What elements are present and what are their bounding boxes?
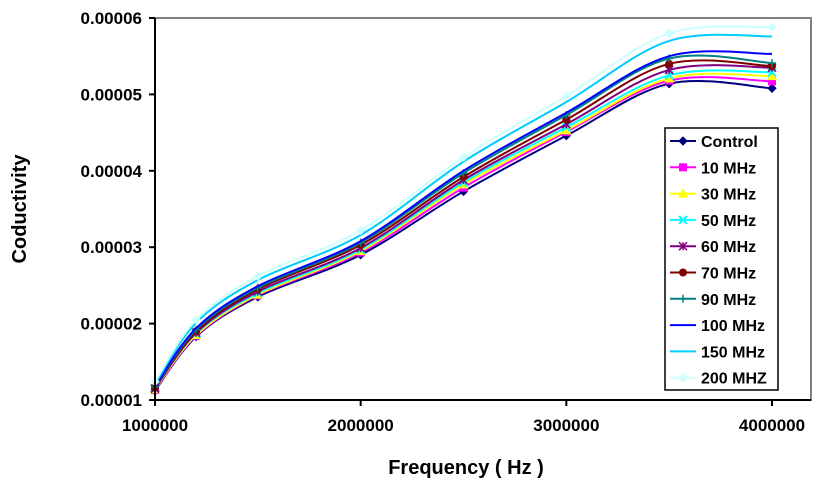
y-tick-label: 0.00001 xyxy=(81,391,142,410)
series-line xyxy=(154,50,773,387)
legend-item: 10 MHz xyxy=(670,160,756,177)
legend-label: Control xyxy=(701,134,758,151)
legend-label: 70 MHz xyxy=(701,266,756,283)
legend-label: 50 MHz xyxy=(701,213,756,230)
legend-marker xyxy=(679,294,687,303)
data-point xyxy=(767,83,777,93)
legend-item: 200 MHZ xyxy=(670,371,767,388)
legend-label: 100 MHz xyxy=(701,318,765,335)
legend-box xyxy=(664,127,779,391)
y-tick-label: 0.00004 xyxy=(81,162,143,181)
legend-marker xyxy=(678,188,688,198)
legend-item: 100 MHz xyxy=(670,318,765,335)
legend-item: Control xyxy=(670,134,758,151)
legend-item: 90 MHz xyxy=(670,292,756,309)
data-point xyxy=(664,28,674,38)
legend-item: 150 MHz xyxy=(670,344,765,361)
data-point xyxy=(458,152,469,162)
legend-marker xyxy=(679,163,687,172)
legend-item: 60 MHz xyxy=(670,239,756,256)
series-line xyxy=(154,72,773,390)
legend-label: 30 MHz xyxy=(701,187,756,204)
legend-marker xyxy=(679,268,687,277)
series-200-mhz xyxy=(150,22,777,387)
y-tick-label: 0.00006 xyxy=(81,9,142,28)
x-axis-title: Frequency ( Hz ) xyxy=(388,457,544,479)
y-axis-title: Coductivity xyxy=(9,154,31,264)
data-point xyxy=(665,59,674,68)
legend-item: 50 MHz xyxy=(670,213,756,230)
ticks-layer: 0.00001 0.00002 0.00003 0.00004 0.00005 0.000… xyxy=(81,9,806,435)
legend: Control 10 MHz 30 MHz 50 MHz 60 MHz 70 MHz 90 … xyxy=(664,127,779,391)
data-point xyxy=(768,77,776,86)
data-point xyxy=(458,179,469,189)
legend-item: 70 MHz xyxy=(670,266,756,283)
legend-marker xyxy=(678,136,688,146)
legend-label: 90 MHz xyxy=(701,292,756,309)
series-line xyxy=(154,59,773,389)
data-point xyxy=(767,22,777,32)
legend-marker xyxy=(678,241,688,251)
data-point xyxy=(562,115,571,124)
x-tick-label: 3000000 xyxy=(533,416,599,435)
data-point xyxy=(191,315,201,325)
series-line xyxy=(154,25,773,383)
x-tick-label: 2000000 xyxy=(328,416,394,435)
series-layer xyxy=(150,22,777,396)
series-line xyxy=(154,33,773,385)
y-tick-label: 0.00005 xyxy=(81,85,142,104)
x-tick-label: 4000000 xyxy=(739,416,805,435)
data-point xyxy=(561,125,572,135)
series-line xyxy=(154,54,773,388)
data-point xyxy=(561,91,572,101)
data-point xyxy=(767,71,777,81)
legend-label: 10 MHz xyxy=(701,160,756,177)
legend-item: 30 MHz xyxy=(670,187,756,204)
y-tick-label: 0.00002 xyxy=(81,315,142,334)
legend-marker xyxy=(678,215,688,225)
data-point xyxy=(768,59,776,68)
data-point xyxy=(253,271,263,281)
data-point xyxy=(355,225,366,236)
series-150-mhz xyxy=(154,33,773,385)
series-line xyxy=(154,64,773,390)
legend-label: 150 MHz xyxy=(701,344,765,361)
x-tick-label: 1000000 xyxy=(122,416,188,435)
y-tick-label: 0.00003 xyxy=(81,238,142,257)
legend-label: 200 MHZ xyxy=(701,371,767,388)
series-100-mhz xyxy=(154,50,773,387)
data-point xyxy=(664,73,675,83)
legend-label: 60 MHz xyxy=(701,239,756,256)
legend-marker xyxy=(678,372,688,383)
